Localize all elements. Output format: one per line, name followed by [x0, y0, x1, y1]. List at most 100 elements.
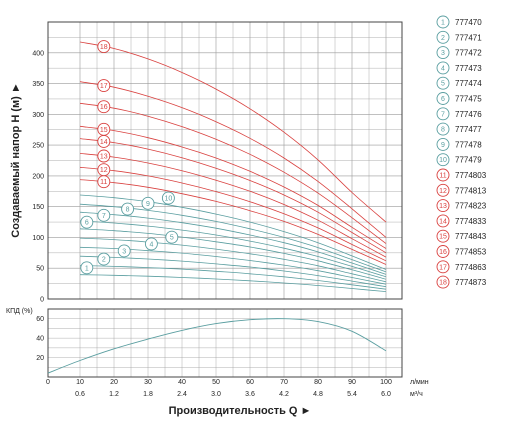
legend-marker-label: 10 [439, 157, 447, 164]
legend-label: 777478 [455, 140, 482, 149]
legend-marker [436, 61, 450, 75]
head-y-tick: 50 [36, 266, 44, 273]
head-curve-18 [79, 41, 387, 223]
head-y-tick: 350 [32, 81, 44, 88]
x-tick-m3h: 4.2 [279, 391, 289, 398]
curve-marker-circle [80, 215, 94, 229]
head-curve-2 [79, 265, 387, 290]
x-tick-m3h: 3.0 [211, 391, 221, 398]
legend-label: 777471 [455, 33, 482, 42]
efficiency-y-tick-labels: 20 40 60 [36, 316, 44, 362]
x-unit-lmin: л/мин [410, 379, 429, 386]
curve-marker-5: 5 [165, 230, 179, 244]
head-curve-6 [79, 228, 387, 280]
x-tick-lmin: 30 [144, 379, 152, 386]
legend-label: 7774863 [455, 263, 487, 272]
legend-marker-label: 12 [439, 188, 447, 195]
legend-item-18: 18 7774873 [436, 275, 487, 289]
curve-marker-label: 4 [149, 241, 153, 248]
x-tick-m3h: 2.4 [177, 391, 187, 398]
curve-marker-10: 10 [161, 191, 175, 205]
legend-marker [436, 30, 450, 44]
efficiency-chart-frame [47, 308, 403, 378]
x-axis-title: Производительность Q ► [169, 405, 312, 417]
x-tick-m3h: 4.8 [313, 391, 323, 398]
legend-marker [436, 76, 450, 90]
head-curve-1 [79, 274, 387, 292]
curve-marker-circle [97, 100, 111, 114]
curve-marker-label: 2 [102, 257, 106, 264]
legend-label: 777476 [455, 110, 482, 119]
head-y-tick-labels: 0 50 100 150 200 250 300 350 400 [32, 50, 44, 303]
legend-label: 7774813 [455, 186, 487, 195]
legend-marker-label: 7 [441, 111, 445, 118]
curve-marker-circle [97, 149, 111, 163]
legend-label: 777473 [455, 64, 482, 73]
legend-item-11: 11 7774803 [436, 168, 487, 182]
legend-marker [436, 107, 450, 121]
curve-marker-16: 16 [97, 100, 111, 114]
legend-marker [436, 15, 450, 29]
curve-marker-label: 15 [100, 127, 108, 134]
curve-marker-7: 7 [97, 208, 111, 222]
legend-marker [436, 214, 450, 228]
x-tick-labels: 10 20 30 40 50 60 70 80 90 100 0.6 1.2 1.8 2.4 3.0 3.6 4… [75, 379, 392, 398]
legend-label: 7774873 [455, 278, 487, 287]
curve-marker-label: 1 [85, 265, 89, 272]
legend-marker [436, 122, 450, 136]
head-axis-label: Создаваемый напор H (м) ► [10, 82, 22, 237]
curve-marker-15: 15 [97, 122, 111, 136]
curve-marker-14: 14 [97, 134, 111, 148]
legend-marker-label: 15 [439, 234, 447, 241]
legend-label: 7774843 [455, 232, 487, 241]
legend: 1 777470 2 777471 3 777472 4 777473 5 777474 6 7774… [436, 15, 487, 289]
x-tick-lmin: 10 [76, 379, 84, 386]
legend-item-16: 16 7774853 [436, 245, 487, 258]
head-curve-10 [79, 194, 387, 270]
curve-marker-circle [121, 202, 135, 216]
head-y-tick: 400 [32, 50, 44, 57]
legend-label: 777474 [455, 79, 482, 88]
efficiency-curves [47, 318, 387, 374]
legend-item-5: 5 777474 [436, 76, 482, 90]
legend-item-6: 6 777475 [436, 92, 482, 105]
curve-marker-circle [97, 122, 111, 136]
curve-marker-label: 6 [85, 220, 89, 227]
legend-marker-label: 6 [441, 96, 445, 103]
curve-marker-circle [141, 196, 155, 210]
curve-marker-label: 17 [100, 83, 108, 90]
legend-label: 777479 [455, 156, 482, 165]
head-y-tick: 300 [32, 112, 44, 119]
legend-marker-label: 3 [441, 50, 445, 57]
curve-marker-circle [144, 237, 158, 251]
legend-marker-label: 1 [441, 20, 445, 27]
curve-marker-circle [117, 244, 131, 258]
legend-label: 777475 [455, 95, 482, 104]
legend-marker [436, 137, 450, 151]
efficiency-y-tick: 20 [36, 355, 44, 362]
legend-marker [436, 245, 450, 258]
curve-marker-17: 17 [97, 79, 111, 93]
x-tick-m3h: 3.6 [245, 391, 255, 398]
curve-marker-circle [165, 230, 179, 244]
legend-item-13: 13 7774823 [436, 199, 487, 213]
curve-marker-label: 16 [100, 104, 108, 111]
legend-marker [436, 168, 450, 182]
legend-item-2: 2 777471 [436, 30, 482, 44]
legend-label: 7774823 [455, 202, 487, 211]
legend-item-1: 1 777470 [436, 15, 482, 29]
legend-item-15: 15 7774843 [436, 229, 487, 243]
curve-marker-circle [97, 40, 111, 53]
curve-marker-8: 8 [121, 202, 135, 216]
curve-marker-label: 11 [100, 179, 107, 186]
legend-marker-label: 13 [439, 203, 447, 210]
head-curve-7 [79, 220, 387, 278]
legend-marker [436, 153, 450, 167]
legend-marker-label: 11 [439, 173, 446, 180]
x-tick-lmin: 100 [380, 379, 392, 386]
curve-marker-label: 14 [100, 139, 108, 146]
head-curves [79, 41, 387, 292]
head-curve-16 [79, 102, 387, 244]
legend-label: 7774853 [455, 248, 487, 257]
